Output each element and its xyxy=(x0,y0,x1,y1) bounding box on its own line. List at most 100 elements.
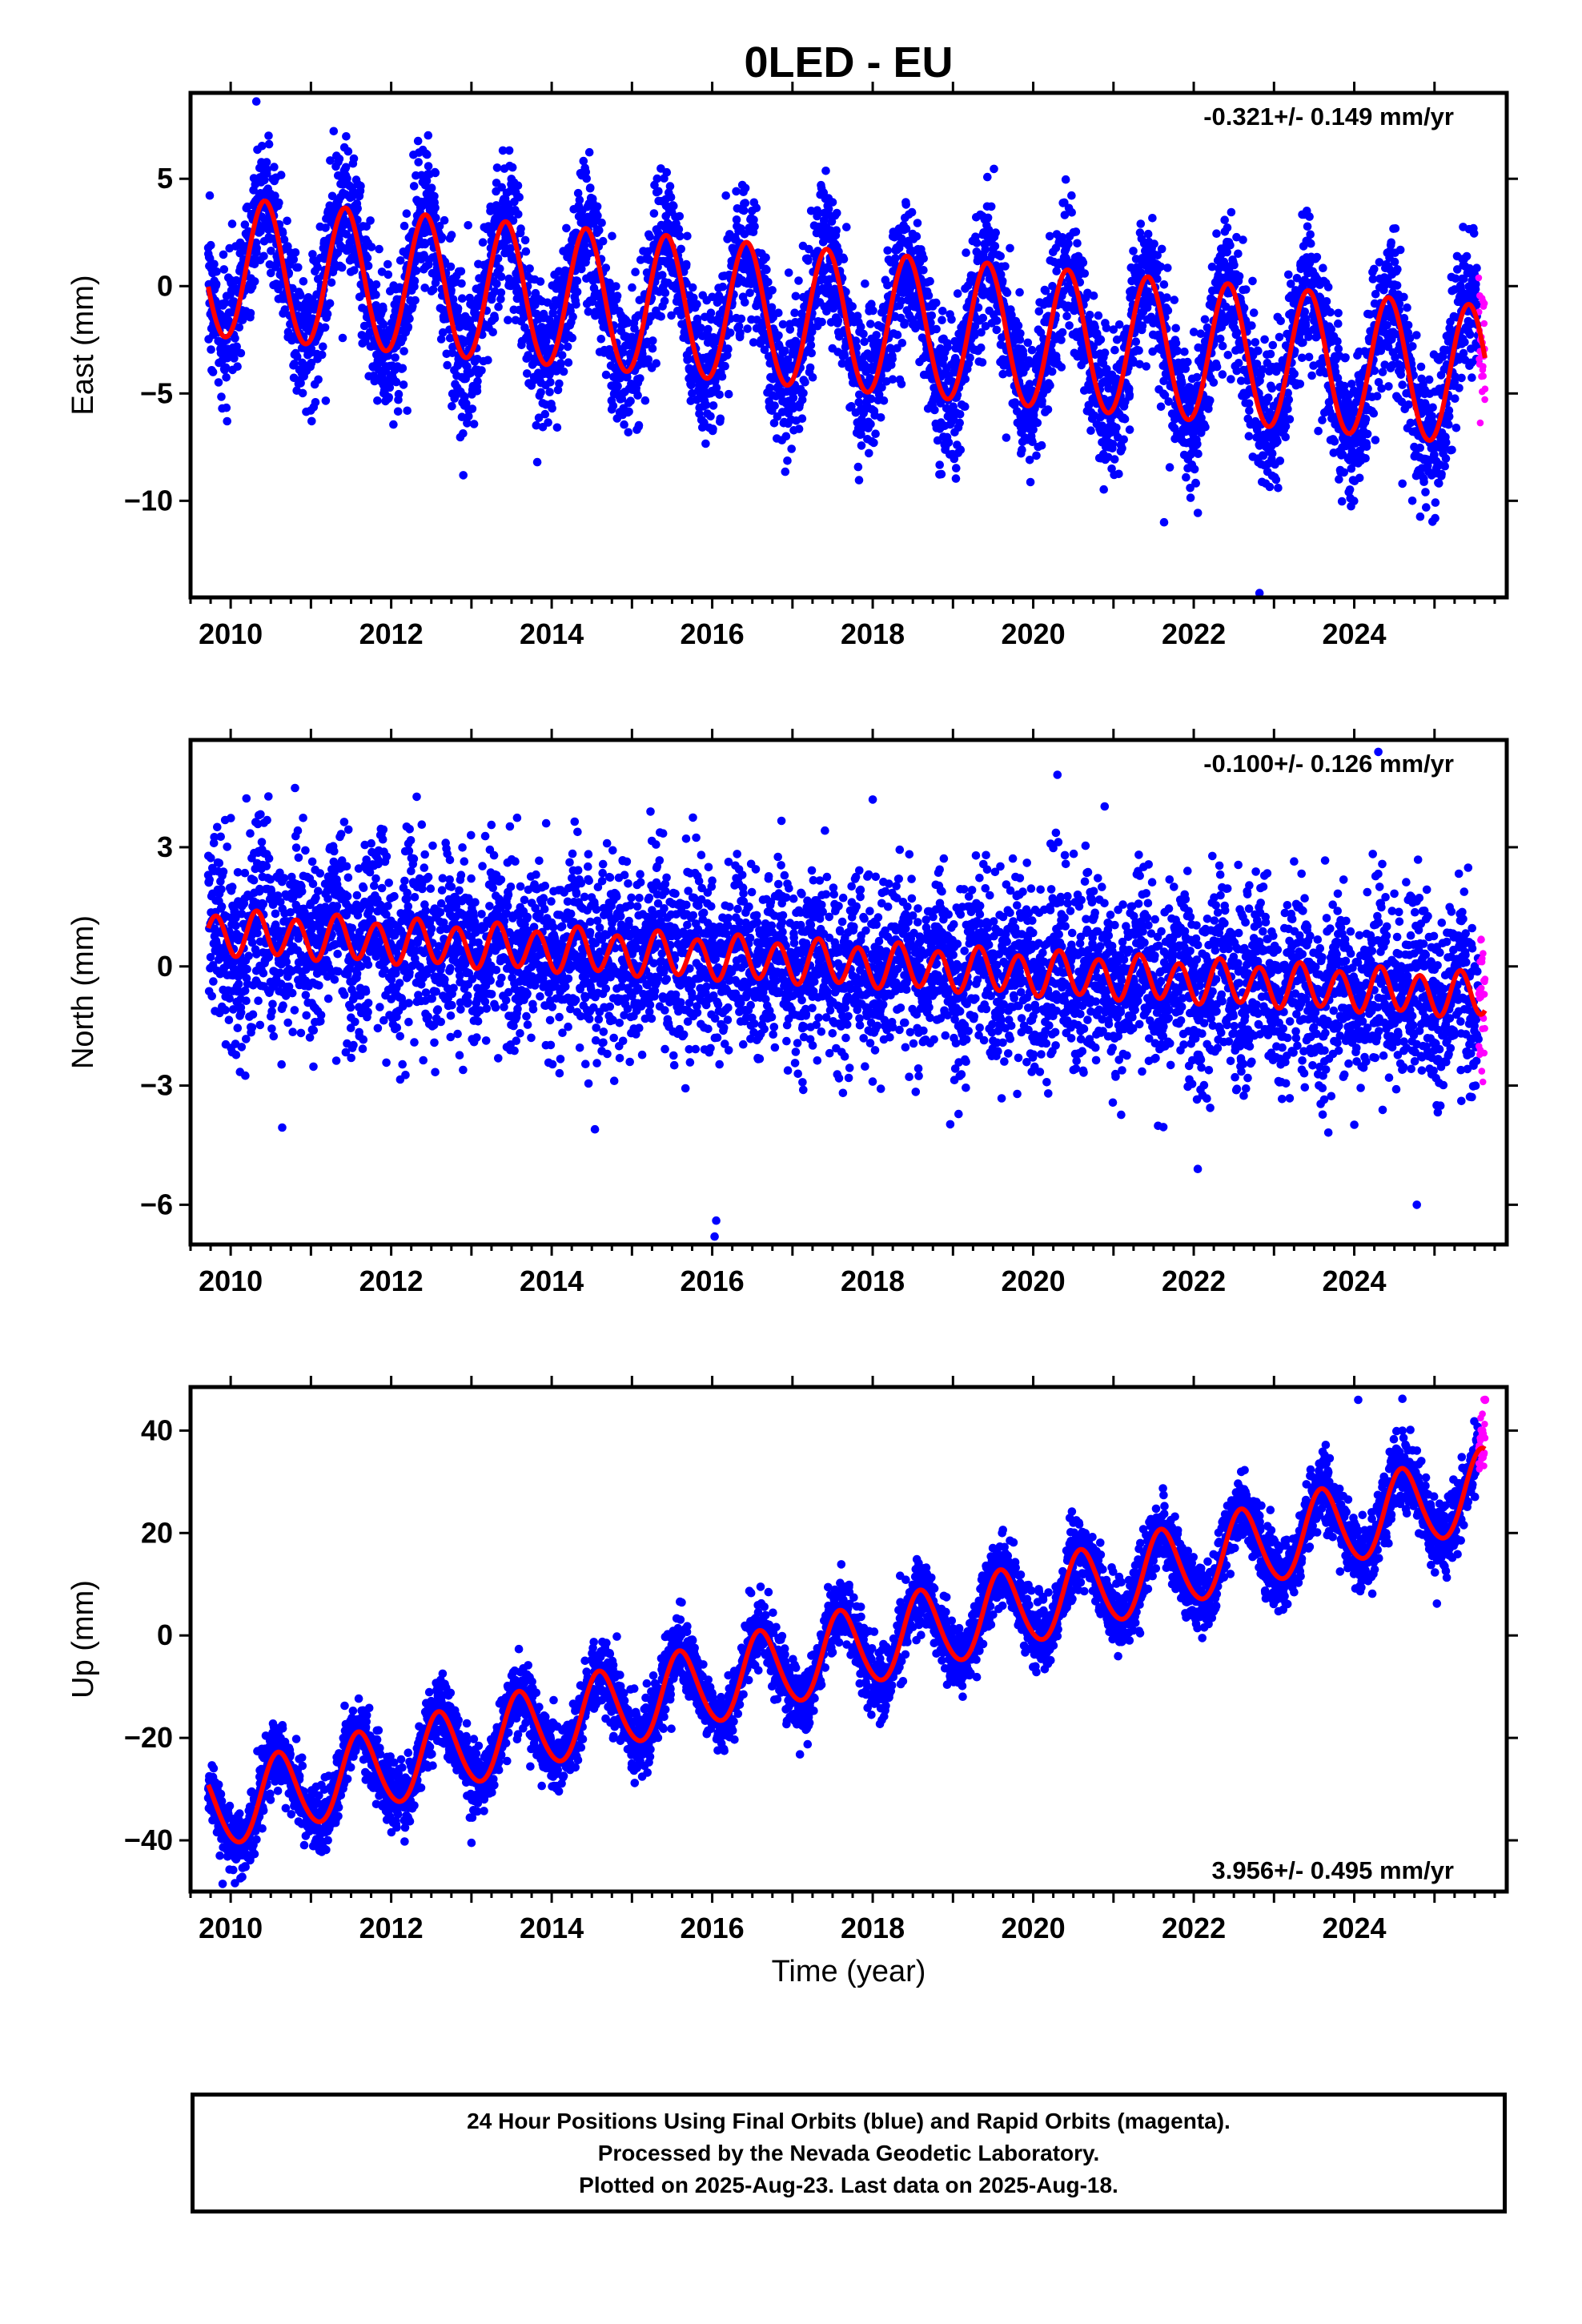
final-orbit-point xyxy=(717,372,727,381)
final-orbit-point xyxy=(478,238,488,247)
final-orbit-point xyxy=(839,255,849,263)
final-orbit-point xyxy=(926,276,934,286)
final-orbit-point xyxy=(636,374,644,383)
final-orbit-point xyxy=(432,213,440,223)
final-orbit-point xyxy=(1326,308,1335,317)
final-orbit-point xyxy=(325,299,335,308)
final-orbit-point xyxy=(307,416,316,426)
final-orbit-point xyxy=(1281,422,1291,431)
final-orbit-point xyxy=(785,325,795,334)
final-orbit-point xyxy=(666,192,676,202)
final-orbit-point xyxy=(207,240,215,250)
final-orbit-point xyxy=(492,163,502,172)
final-orbit-point xyxy=(515,193,524,202)
final-orbit-point xyxy=(1281,432,1290,442)
final-orbit-point xyxy=(1062,312,1071,321)
final-orbit-point xyxy=(1064,239,1073,248)
final-orbit-point xyxy=(883,246,892,255)
final-orbit-point xyxy=(1171,324,1180,333)
final-orbit-point xyxy=(394,389,404,399)
final-orbit-point xyxy=(1218,370,1227,379)
final-orbit-point xyxy=(472,387,482,396)
final-orbit-point xyxy=(563,342,572,352)
final-orbit-point xyxy=(541,336,551,346)
final-orbit-point xyxy=(296,291,305,300)
final-orbit-point xyxy=(768,286,777,295)
final-orbit-point xyxy=(327,278,336,287)
final-orbit-point xyxy=(307,358,316,368)
final-orbit-point xyxy=(1156,402,1166,412)
final-orbit-point xyxy=(930,405,939,415)
final-orbit-point xyxy=(222,403,231,412)
final-orbit-point xyxy=(534,413,544,422)
final-orbit-point xyxy=(457,279,466,288)
final-orbit-point xyxy=(313,263,323,272)
final-orbit-point xyxy=(513,181,523,191)
final-orbit-point xyxy=(494,302,503,312)
final-orbit-point xyxy=(275,198,283,207)
final-orbit-point xyxy=(1193,440,1202,448)
final-orbit-point xyxy=(271,191,279,200)
final-orbit-point xyxy=(725,328,735,337)
final-orbit-point xyxy=(652,359,661,368)
final-orbit-point xyxy=(341,163,351,172)
final-orbit-point xyxy=(553,385,563,395)
final-orbit-point xyxy=(246,308,255,318)
final-orbit-point xyxy=(1275,332,1284,342)
final-orbit-point xyxy=(422,176,432,185)
final-orbit-point xyxy=(459,429,468,438)
final-orbit-point xyxy=(1254,347,1263,356)
final-orbit-point xyxy=(484,356,492,365)
final-orbit-point xyxy=(1183,357,1192,367)
final-orbit-point xyxy=(626,396,635,406)
final-orbit-point xyxy=(1274,484,1283,493)
final-orbit-point xyxy=(1057,363,1066,372)
final-orbit-point xyxy=(568,333,577,343)
final-orbit-point xyxy=(628,283,636,292)
final-orbit-point xyxy=(817,317,826,327)
final-orbit-point xyxy=(1190,464,1199,474)
final-orbit-point xyxy=(342,132,351,141)
final-orbit-point xyxy=(1303,222,1312,231)
final-orbit-point xyxy=(919,266,928,275)
final-orbit-point xyxy=(235,323,244,332)
final-orbit-point xyxy=(842,223,851,231)
final-orbit-point xyxy=(1018,445,1026,454)
final-orbit-point xyxy=(267,247,275,255)
final-orbit-point xyxy=(438,328,448,337)
final-orbit-point xyxy=(937,469,946,479)
final-orbit-point xyxy=(1170,296,1179,304)
final-orbit-point xyxy=(801,378,809,387)
final-orbit-point xyxy=(556,359,565,368)
final-orbit-point xyxy=(1125,425,1134,434)
final-orbit-point xyxy=(447,231,456,239)
final-orbit-point xyxy=(1089,292,1098,300)
final-orbit-point xyxy=(540,409,550,419)
final-orbit-point xyxy=(1235,271,1244,281)
final-orbit-point xyxy=(1327,324,1336,334)
final-orbit-point xyxy=(1148,214,1157,223)
final-orbit-point xyxy=(736,328,745,338)
final-orbit-point xyxy=(1015,287,1024,297)
final-orbit-point xyxy=(238,316,247,324)
final-orbit-point xyxy=(1129,247,1138,255)
final-orbit-point xyxy=(992,316,1002,325)
panel-east: 2010 2012 2014 2016 2018 2020 2022 202450−5−10E… xyxy=(66,82,1518,650)
final-orbit-point xyxy=(410,276,420,286)
final-orbit-point xyxy=(311,398,320,407)
final-orbit-point xyxy=(1023,338,1033,348)
final-orbit-point xyxy=(1114,320,1124,329)
final-orbit-point xyxy=(428,285,438,295)
final-orbit-point xyxy=(1080,269,1090,278)
final-orbit-point xyxy=(440,215,449,225)
final-orbit-point xyxy=(1333,337,1342,346)
final-orbit-point xyxy=(848,302,857,312)
final-orbit-point xyxy=(1094,311,1103,320)
final-orbit-point xyxy=(656,312,665,321)
final-orbit-point xyxy=(468,325,477,334)
final-orbit-point xyxy=(349,154,359,163)
final-orbit-point xyxy=(741,183,750,193)
final-orbit-point xyxy=(366,216,375,225)
final-orbit-point xyxy=(516,224,525,233)
final-orbit-point xyxy=(1006,243,1014,253)
